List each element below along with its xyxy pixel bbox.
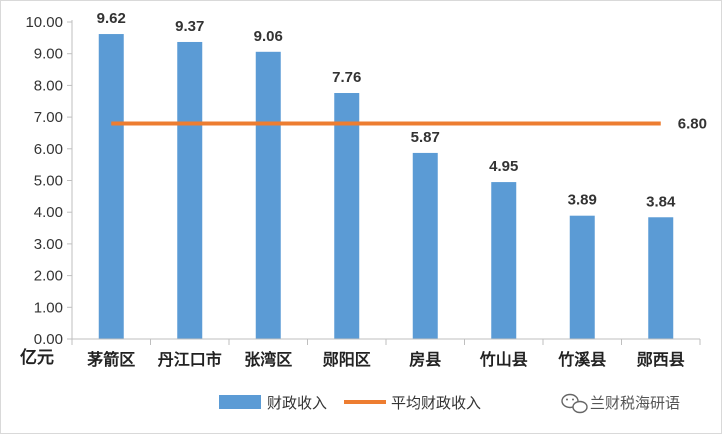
bar-data-label: 3.84: [646, 193, 676, 210]
x-tick-label: 张湾区: [244, 350, 292, 369]
legend-swatch-bar: [219, 395, 261, 409]
x-axis: 茅箭区 丹江口市 张湾区 郧阳区 房县 竹山县 竹溪县 郧西县: [71, 338, 701, 369]
y-tick-label: 2.00: [34, 268, 63, 285]
average-line-series: 6.80: [111, 115, 707, 132]
bar-series: 9.62 9.37 9.06 7.76 5.87 4.95 3.89 3.84: [97, 10, 676, 340]
bar: [648, 217, 674, 339]
bar-data-label: 9.06: [254, 28, 283, 45]
x-tick-label: 房县: [409, 350, 441, 369]
y-tick-label: 3.00: [34, 236, 63, 253]
x-tick-label: 郧阳区: [323, 350, 371, 369]
y-axis-unit: 亿元: [20, 347, 54, 368]
watermark-text: 兰财税海研语: [590, 394, 680, 412]
y-tick-label: 4.00: [34, 204, 63, 221]
bar: [412, 152, 438, 339]
y-tick-label: 6.00: [34, 141, 63, 158]
legend-label-line: 平均财政收入: [391, 394, 481, 412]
y-tick-label: 8.00: [34, 77, 63, 94]
bar: [98, 34, 124, 340]
bar: [569, 215, 595, 339]
y-tick-label: 0.00: [34, 331, 63, 348]
legend-label-bar: 财政收入: [267, 394, 327, 412]
bar-data-label: 5.87: [411, 129, 440, 146]
wechat-icon: [561, 393, 588, 414]
y-tick-label: 1.00: [34, 299, 63, 316]
bar: [491, 182, 517, 339]
bar-data-label: 7.76: [332, 69, 361, 86]
legend: 财政收入 平均财政收入: [219, 394, 481, 412]
y-axis: 0.00 1.00 2.00 3.00 4.00 5.00 6.00 7.00 8.00 9.00…: [25, 14, 73, 348]
x-tick-label: 郧西县: [637, 350, 685, 369]
x-tick-label: 丹江口市: [158, 350, 222, 369]
bar: [334, 93, 360, 340]
bar-data-label: 9.37: [175, 18, 204, 35]
x-tick-label: 竹溪县: [557, 350, 606, 369]
x-tick-label: 茅箭区: [87, 350, 135, 369]
y-tick-label: 9.00: [34, 46, 63, 63]
bar: [255, 51, 281, 339]
average-data-label: 6.80: [678, 115, 707, 132]
bar-data-label: 9.62: [97, 10, 126, 27]
x-tick-label: 竹山县: [479, 350, 528, 369]
y-tick-label: 7.00: [34, 109, 63, 126]
y-tick-label: 5.00: [34, 173, 63, 190]
bar: [177, 41, 203, 339]
bar-data-label: 3.89: [568, 192, 597, 209]
watermark: 兰财税海研语: [561, 393, 680, 414]
bar-data-label: 4.95: [489, 158, 518, 175]
y-tick-label: 10.00: [25, 14, 63, 31]
